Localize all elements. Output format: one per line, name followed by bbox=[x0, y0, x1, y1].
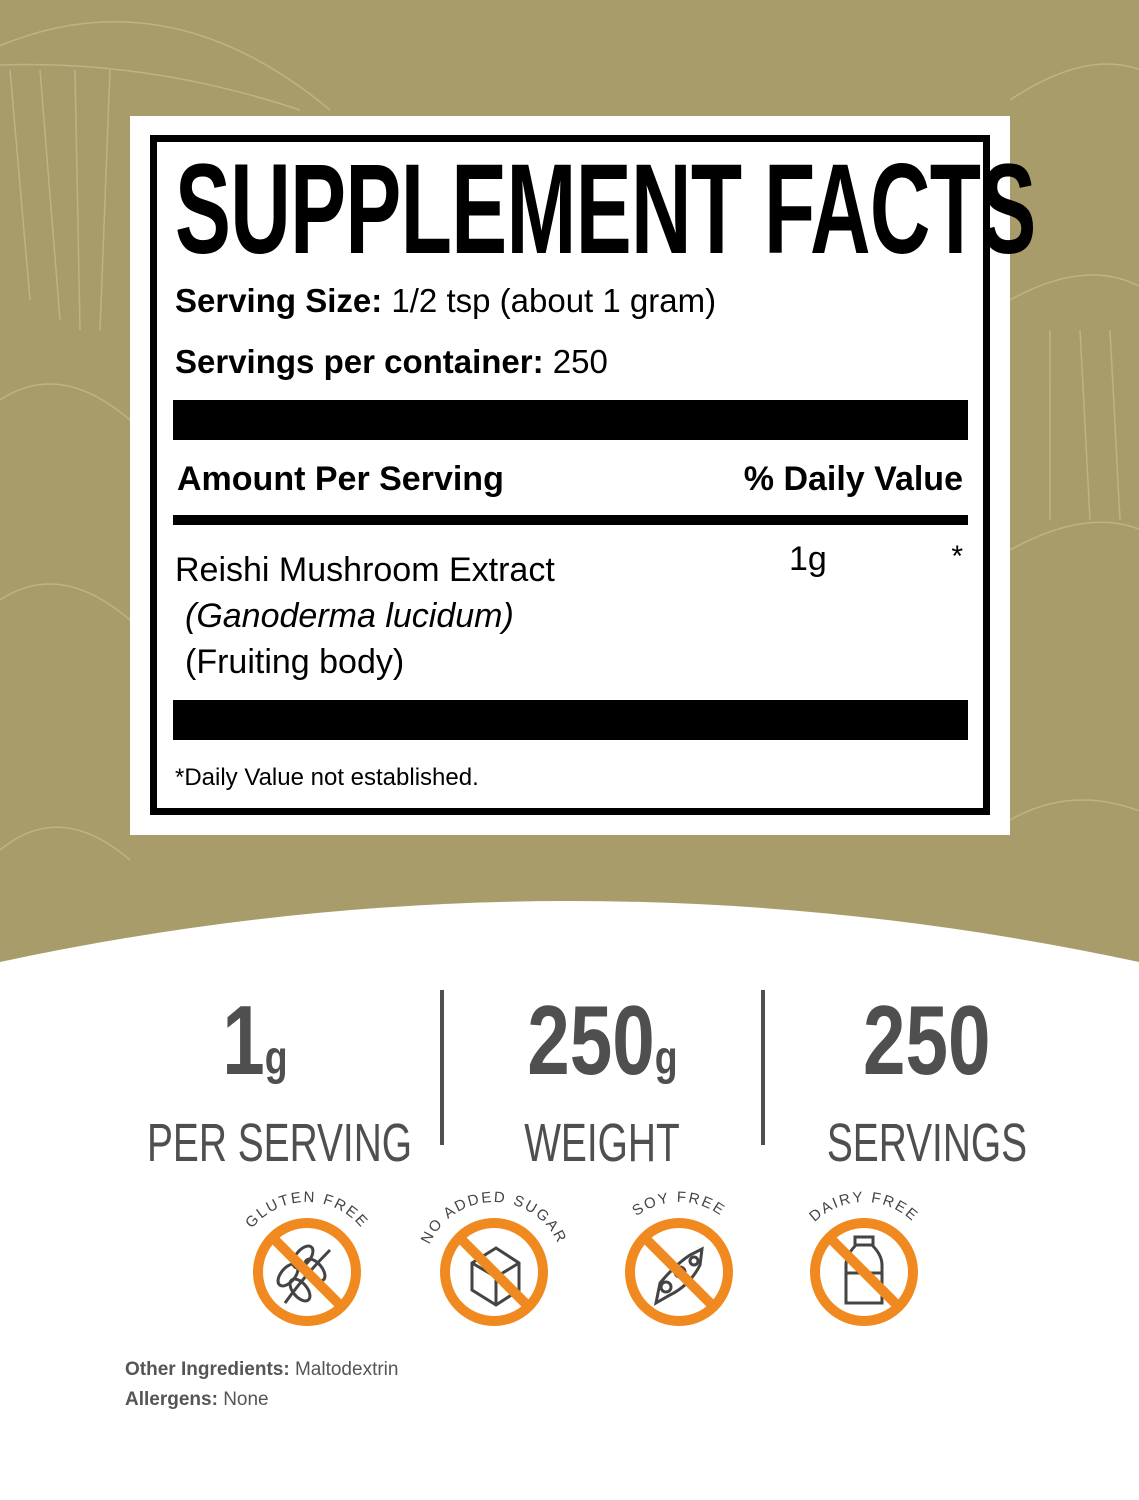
supplement-facts-title: SUPPLEMENT FACTS bbox=[175, 138, 1036, 281]
serving-size-value: 1/2 tsp (about 1 gram) bbox=[391, 282, 717, 319]
stat-divider bbox=[761, 990, 765, 1145]
ingredient-row: Reishi Mushroom Extract (Ganoderma lucid… bbox=[175, 547, 555, 685]
ingredient-dv: * bbox=[951, 540, 963, 573]
ingredient-part: (Fruiting body) bbox=[185, 643, 405, 681]
serving-size-label: Serving Size: bbox=[175, 282, 383, 319]
dairy-free-badge: DAIRY FREE bbox=[806, 1189, 920, 1326]
badge-label: SOY FREE bbox=[629, 1189, 727, 1220]
allergens-label: Allergens: bbox=[125, 1389, 218, 1410]
allergens: Allergens: None bbox=[125, 1389, 269, 1411]
medium-divider bbox=[173, 515, 968, 525]
footnote: *Daily Value not established. bbox=[175, 764, 479, 791]
badge-label: NO ADDED SUGAR bbox=[418, 1189, 569, 1247]
stat-unit: g bbox=[654, 1032, 678, 1085]
stat-servings: 250 SERVINGS bbox=[777, 990, 1077, 1171]
soy-free-badge: SOY FREE bbox=[625, 1189, 733, 1326]
svg-text:SOY FREE: SOY FREE bbox=[629, 1189, 729, 1220]
no-added-sugar-badge: NO ADDED SUGAR bbox=[418, 1189, 571, 1326]
serving-size: Serving Size: 1/2 tsp (about 1 gram) bbox=[175, 282, 716, 320]
other-ingredients-label: Other Ingredients: bbox=[125, 1359, 290, 1380]
supplement-facts-panel: SUPPLEMENT FACTS Serving Size: 1/2 tsp (… bbox=[130, 116, 1036, 835]
stat-label: WEIGHT bbox=[524, 1113, 680, 1173]
stat-value: 250 bbox=[863, 985, 991, 1095]
ingredient-amount: 1g bbox=[789, 540, 827, 578]
thick-divider bbox=[173, 400, 968, 440]
servings-per-container: Servings per container: 250 bbox=[175, 343, 608, 381]
stat-value: 1 bbox=[222, 985, 265, 1095]
ingredient-name: Reishi Mushroom Extract bbox=[175, 551, 555, 589]
servings-label: Servings per container: bbox=[175, 343, 544, 380]
supplement-facts-box: SUPPLEMENT FACTS Serving Size: 1/2 tsp (… bbox=[150, 135, 1036, 815]
gluten-free-badge: GLUTEN FREE bbox=[242, 1189, 370, 1326]
other-ingredients-value: Maltodextrin bbox=[294, 1359, 399, 1380]
other-ingredients: Other Ingredients: Maltodextrin bbox=[125, 1359, 398, 1381]
stat-divider bbox=[440, 990, 444, 1145]
stat-label: SERVINGS bbox=[826, 1113, 1028, 1173]
dietary-badges: GLUTEN FREE NO ADDED SUGAR SOY FREE DAIR… bbox=[242, 1189, 920, 1326]
stat-value: 250 bbox=[526, 985, 655, 1095]
servings-value: 250 bbox=[552, 343, 608, 380]
daily-value-header: % Daily Value bbox=[743, 460, 963, 498]
amount-per-serving-header: Amount Per Serving bbox=[177, 460, 504, 498]
stat-unit: g bbox=[264, 1032, 288, 1085]
bottom-thick-divider bbox=[173, 700, 968, 740]
allergens-value: None bbox=[223, 1389, 269, 1410]
stat-label: PER SERVING bbox=[147, 1113, 413, 1173]
stat-weight: 250g WEIGHT bbox=[452, 990, 752, 1171]
svg-text:NO ADDED SUGAR: NO ADDED SUGAR bbox=[418, 1189, 571, 1247]
ingredient-latin-name: (Ganoderma lucidum) bbox=[185, 597, 514, 635]
stat-per-serving: 1g PER SERVING bbox=[105, 990, 413, 1173]
